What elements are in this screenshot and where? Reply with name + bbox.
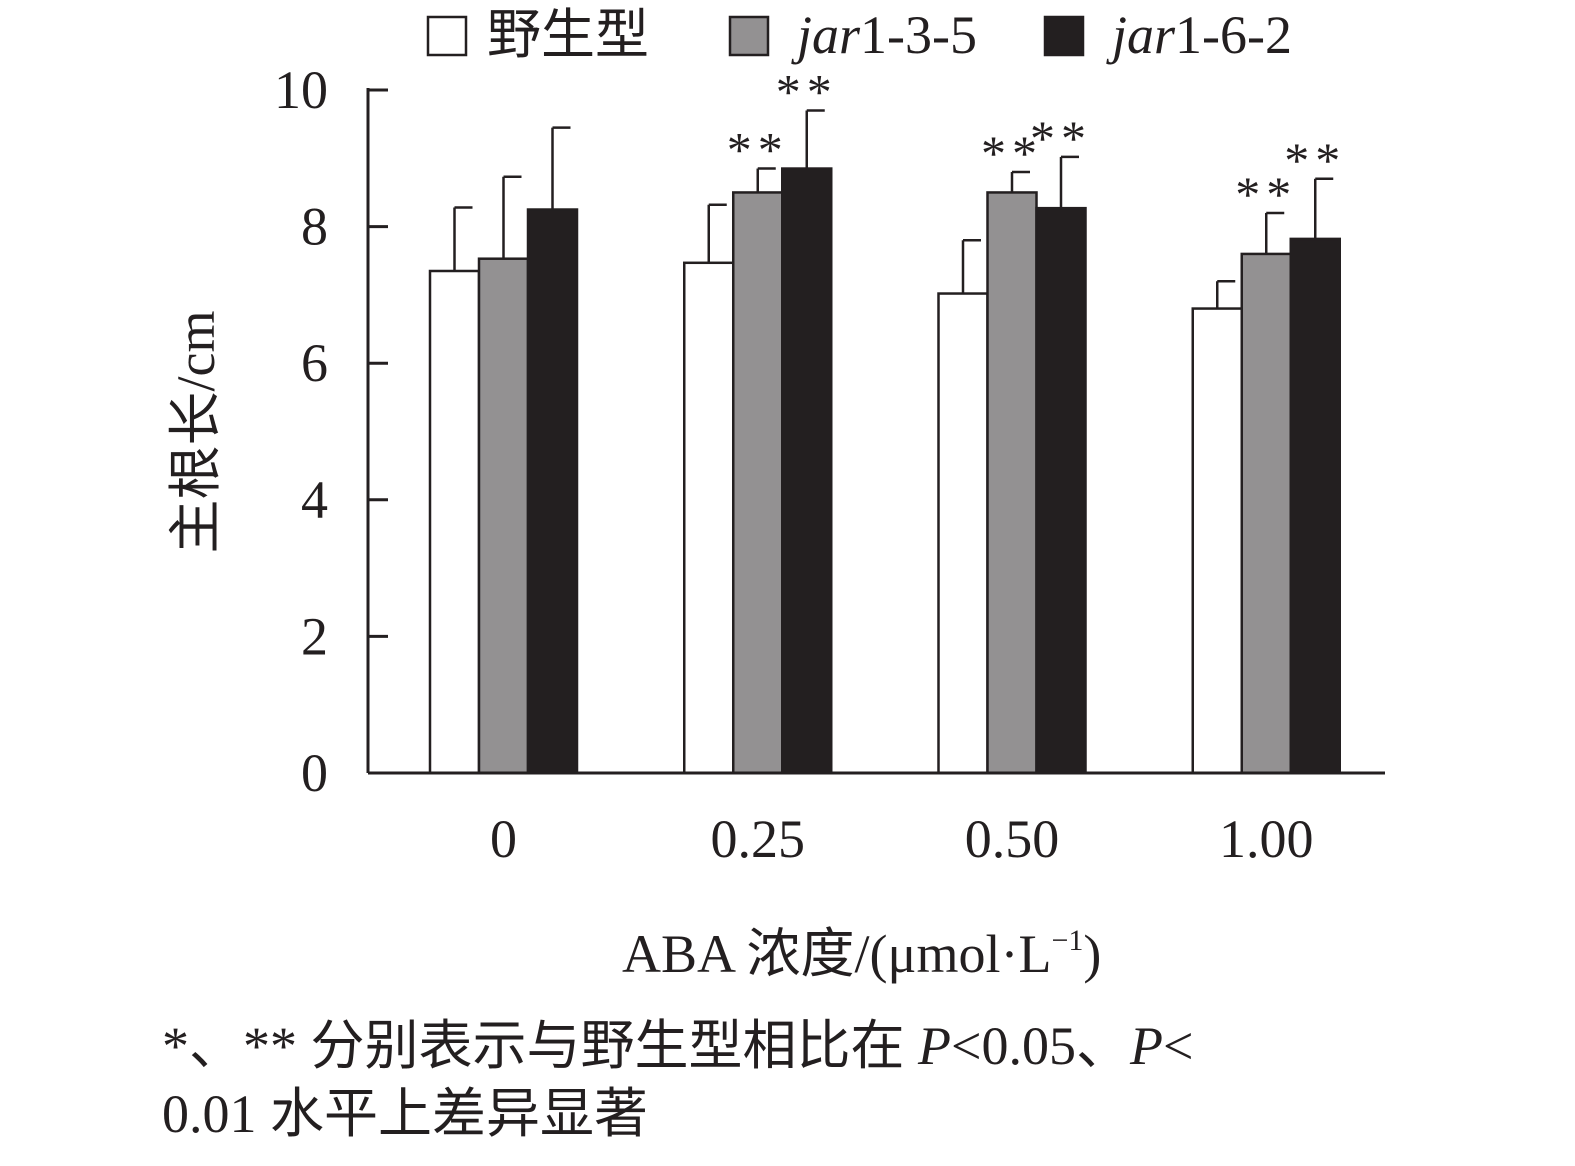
bar — [732, 191, 784, 775]
bar — [986, 191, 1038, 775]
footnote-p-2: P — [1129, 1016, 1163, 1076]
y-tick-label: 6 — [301, 333, 328, 393]
y-axis: 0 2 4 6 8 10 — [274, 60, 388, 803]
legend-swatch — [728, 15, 770, 57]
y-tick-label: 8 — [301, 197, 328, 257]
bar — [1035, 206, 1087, 775]
bar — [1240, 252, 1292, 775]
legend: 野生型 jar1-3-5 jar1-6-2 — [426, 5, 1292, 65]
significance-label: ** — [776, 63, 838, 119]
bar — [1191, 307, 1243, 775]
x-axis-label-sup: −1 — [1051, 924, 1083, 957]
bar — [526, 208, 579, 775]
y-tick-label: 4 — [301, 470, 328, 530]
bar — [477, 257, 530, 775]
footnote-text-b: <0.05、 — [951, 1016, 1130, 1076]
legend-label: 野生型 — [487, 5, 649, 65]
bar — [428, 269, 481, 775]
y-axis-label: 主根长/cm — [166, 311, 226, 554]
x-tick-label: 0.25 — [711, 809, 806, 869]
significance-label: ** — [1235, 166, 1297, 222]
bar — [683, 261, 735, 775]
x-axis: 0 0.25 0.50 1.00 — [368, 771, 1385, 869]
footnote-p-1: P — [918, 1016, 951, 1076]
x-axis-label-close: ) — [1083, 924, 1101, 984]
bar — [781, 167, 833, 775]
legend-label: jar1-6-2 — [1106, 5, 1292, 65]
legend-swatch — [426, 15, 468, 57]
legend-swatch — [1043, 15, 1085, 57]
significance-label: ** — [727, 122, 789, 178]
legend-label: jar1-3-5 — [791, 5, 977, 65]
bars: ************ — [428, 63, 1346, 775]
y-tick-label: 0 — [301, 743, 328, 803]
x-tick-label: 0 — [490, 809, 517, 869]
x-tick-label: 0.50 — [965, 809, 1060, 869]
footnote-line-2: 0.01 水平上差异显著 — [162, 1084, 648, 1144]
footnote: *、** 分别表示与野生型相比在 P<0.05、P< 0.01 水平上差异显著 — [162, 1012, 1462, 1148]
footnote-text-c: < — [1162, 1016, 1194, 1076]
significance-label: ** — [981, 125, 1043, 181]
x-axis-label: ABA 浓度/(μmol·L−1) — [622, 924, 1101, 984]
significance-label: ** — [1030, 110, 1092, 166]
x-tick-label: 1.00 — [1219, 809, 1314, 869]
footnote-line-1: *、** 分别表示与野生型相比在 P<0.05、P< — [162, 1012, 1462, 1080]
x-axis-label-main: ABA 浓度/(μmol — [622, 924, 1000, 984]
footnote-text-a: *、** 分别表示与野生型相比在 — [162, 1016, 918, 1076]
bar — [937, 292, 989, 775]
y-tick-label: 2 — [301, 606, 328, 666]
x-axis-label-unit: ·L — [1000, 924, 1051, 984]
y-tick-label: 10 — [274, 60, 328, 120]
bar — [1289, 237, 1341, 775]
significance-label: ** — [1284, 132, 1346, 188]
